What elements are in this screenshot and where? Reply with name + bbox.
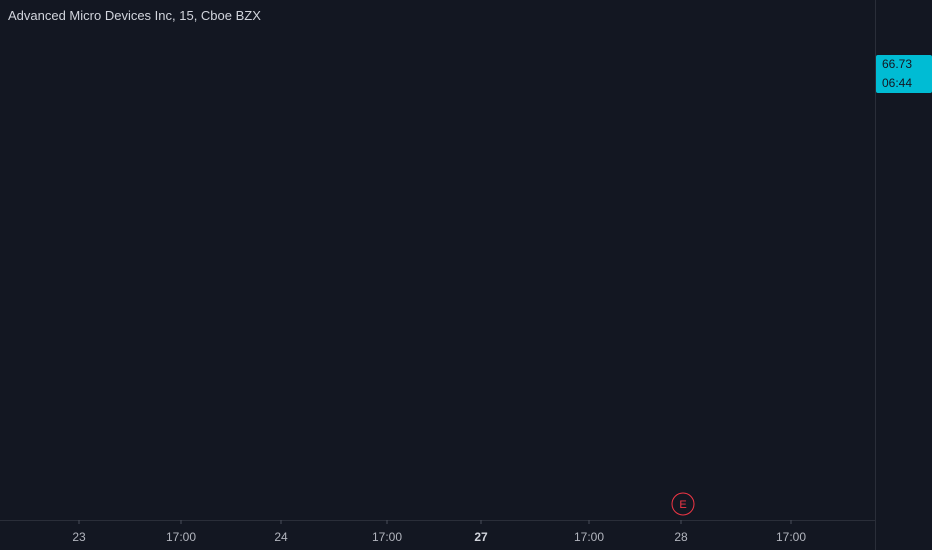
time-tick-label: 24 [274,530,288,544]
time-tick-label: 17:00 [166,530,196,544]
time-tick-label: 17:00 [574,530,604,544]
earnings-label: E [679,499,686,511]
time-tick-label: 23 [72,530,86,544]
time-axis[interactable]: 23 17:00 24 17:00 27 17:00 28 17:00 [72,520,806,544]
time-tick-label: 28 [674,530,688,544]
time-tick-label: 17:00 [372,530,402,544]
price-tag: 66.73 06:44 [876,55,932,93]
earnings-marker[interactable]: E [671,492,695,516]
time-tick-label: 17:00 [776,530,806,544]
time-tick-label: 27 [474,530,488,544]
price-tag-countdown: 06:44 [882,76,912,90]
price-tag-bg [876,55,932,93]
earnings-icon[interactable] [671,492,695,516]
price-tag-value: 66.73 [882,57,912,71]
chart-title: Advanced Micro Devices Inc, 15, Cboe BZX [8,8,261,23]
